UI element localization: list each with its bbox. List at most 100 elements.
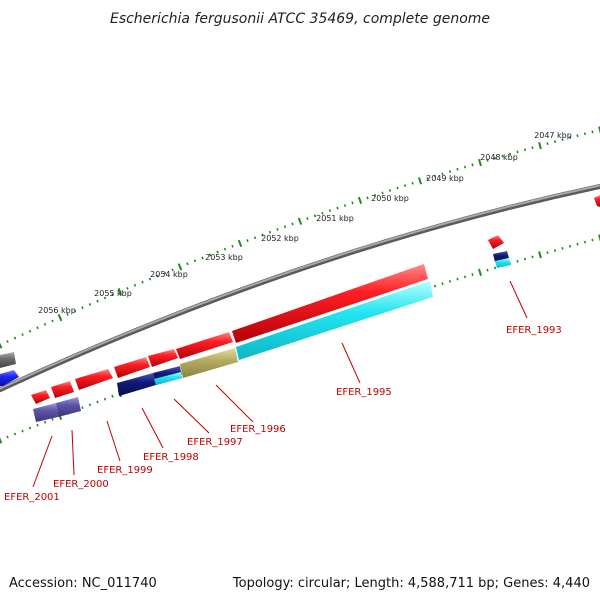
scale-minor-tick <box>448 170 452 173</box>
scale-minor-tick <box>336 206 339 210</box>
scale-minor-tick <box>456 277 459 281</box>
kbp-label: 2048 kbp <box>480 153 518 162</box>
gene-efer-1993-red[interactable] <box>488 235 504 249</box>
gene-efer-2001-red[interactable] <box>31 390 50 404</box>
gene-red-right-partial[interactable] <box>594 195 600 207</box>
scale-minor-tick <box>561 247 564 250</box>
scale-major-tick <box>0 342 3 349</box>
kbp-label: 2050 kbp <box>371 194 409 203</box>
scale-minor-tick <box>388 189 392 192</box>
scale-minor-tick <box>463 165 467 169</box>
scale-minor-tick <box>351 201 354 205</box>
scale-minor-tick <box>103 397 107 401</box>
gene-efer-1993[interactable] <box>493 251 509 262</box>
scale-major-tick <box>57 314 63 322</box>
scale-minor-tick <box>516 259 519 263</box>
gene-label-efer-1997: EFER_1997 <box>187 437 243 448</box>
scale-minor-tick <box>403 184 407 188</box>
scale-minor-tick <box>126 287 129 290</box>
scale-minor-tick <box>553 249 557 252</box>
scale-minor-tick <box>546 142 549 145</box>
gene-efer-1995[interactable] <box>236 281 433 360</box>
scale-minor-tick <box>523 257 527 261</box>
scale-minor-tick <box>171 268 174 272</box>
genome-backbone <box>0 183 600 393</box>
scale-minor-tick <box>111 394 114 398</box>
gene-label-efer-1993: EFER_1993 <box>506 325 562 336</box>
kbp-label: 2047 kbp <box>534 131 572 140</box>
scale-minor-tick <box>88 403 92 407</box>
kbp-label: 2055 kbp <box>94 289 132 298</box>
scale-minor-tick <box>231 244 234 248</box>
scale-minor-tick <box>508 152 512 156</box>
scale-minor-tick <box>13 336 17 340</box>
scale-minor-tick <box>373 193 377 197</box>
scale-minor-tick <box>583 132 587 136</box>
scale-minor-tick <box>96 400 99 404</box>
gene-efer-1998[interactable] <box>117 373 156 396</box>
scale-major-tick <box>297 217 303 225</box>
scale-minor-tick <box>141 280 144 284</box>
gene-efer-1995-red[interactable] <box>232 264 428 343</box>
gene-red-mid[interactable] <box>176 332 233 359</box>
gene-efer-1996[interactable] <box>180 348 238 378</box>
scale-major-tick <box>0 437 3 444</box>
outer-scale: 2047 kbp 2048 kbp 2049 kbp 2050 kbp 2051 kbp… <box>0 126 600 349</box>
gene-efer-1993-cyan[interactable] <box>495 258 511 268</box>
scale-minor-tick <box>448 279 452 283</box>
scale-minor-tick <box>531 146 534 150</box>
scale-minor-tick <box>223 247 227 251</box>
scale-minor-tick <box>343 204 347 207</box>
gene-labels: EFER_1993 EFER_1995 EFER_1996 EFER_1997 … <box>4 325 562 503</box>
gene-efer-1999-red[interactable] <box>51 381 74 398</box>
scale-minor-tick <box>486 159 489 162</box>
scale-minor-tick <box>193 259 197 263</box>
scale-minor-tick <box>321 211 324 215</box>
gene-efer-2000[interactable] <box>56 397 81 417</box>
scale-minor-tick <box>471 163 474 167</box>
gene-label-efer-1996: EFER_1996 <box>230 424 286 435</box>
scale-minor-tick <box>163 271 167 275</box>
gene-gray-partial[interactable] <box>0 352 16 368</box>
gene-efer-1998-red[interactable] <box>75 369 113 390</box>
scale-minor-tick <box>381 191 384 195</box>
kbp-label: 2053 kbp <box>205 253 243 262</box>
scale-minor-tick <box>576 134 579 138</box>
scale-minor-tick <box>576 242 579 246</box>
scale-minor-tick <box>6 435 9 439</box>
scale-major-tick <box>478 158 482 167</box>
gene-efer-1997-cyan[interactable] <box>154 372 182 385</box>
scale-minor-tick <box>553 140 557 143</box>
scale-minor-tick <box>591 238 594 242</box>
scale-major-tick <box>357 196 363 205</box>
gene-efer-1997-red[interactable] <box>114 357 150 378</box>
kbp-label: 2049 kbp <box>426 174 464 183</box>
scale-minor-tick <box>328 209 332 213</box>
scale-minor-tick <box>186 262 189 266</box>
scale-minor-tick <box>366 196 369 200</box>
gene-efer-1996-red[interactable] <box>148 349 178 367</box>
scale-minor-tick <box>493 266 497 270</box>
scale-minor-tick <box>433 174 437 178</box>
scale-minor-tick <box>561 138 564 141</box>
kbp-label: 2051 kbp <box>316 214 354 223</box>
scale-major-tick <box>177 263 183 271</box>
scale-major-tick <box>538 142 542 150</box>
scale-minor-tick <box>28 329 32 333</box>
scale-minor-tick <box>433 284 437 288</box>
kbp-label: 2056 kbp <box>38 306 76 315</box>
gene-label-efer-1999: EFER_1999 <box>97 465 153 476</box>
scale-minor-tick <box>201 256 204 260</box>
scale-minor-tick <box>268 230 272 234</box>
scale-minor-tick <box>156 274 159 278</box>
scale-minor-tick <box>253 236 257 240</box>
accession-text: Accession: NC_011740 <box>9 576 157 591</box>
gene-efer-2001[interactable] <box>33 403 58 422</box>
scale-minor-tick <box>463 275 467 279</box>
scale-minor-tick <box>568 244 572 248</box>
scale-major-tick <box>237 239 243 248</box>
gene-blue-partial[interactable] <box>0 370 19 386</box>
scale-minor-tick <box>291 222 294 226</box>
scale-major-tick <box>117 287 123 296</box>
